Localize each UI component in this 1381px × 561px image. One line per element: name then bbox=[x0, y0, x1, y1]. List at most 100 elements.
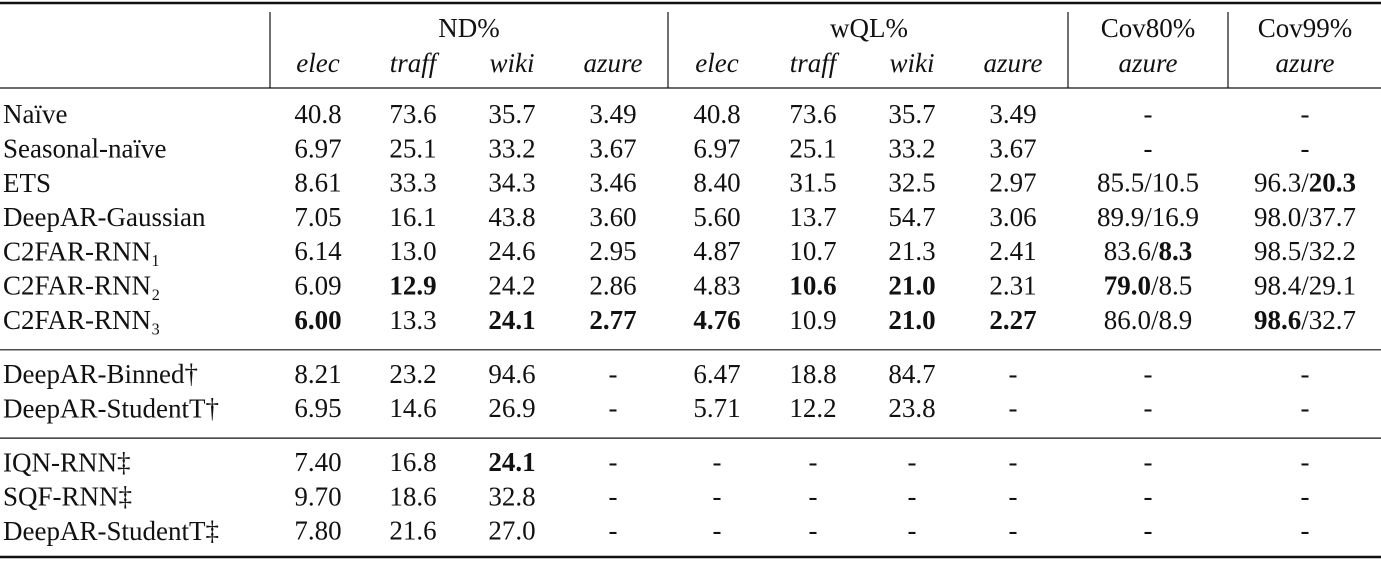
column-header: traff bbox=[390, 48, 440, 78]
value: 23.8 bbox=[888, 393, 935, 423]
cell: 84.7 bbox=[888, 359, 935, 389]
cell: 14.6 bbox=[389, 393, 436, 423]
cell: - bbox=[1301, 516, 1310, 546]
value: 6.47 bbox=[693, 359, 740, 389]
value: 2.97 bbox=[989, 168, 1036, 198]
group-header: wQL% bbox=[830, 13, 908, 43]
bold-value: 21.0 bbox=[888, 305, 935, 335]
cell: - bbox=[1009, 393, 1018, 423]
cell: 3.67 bbox=[589, 134, 636, 164]
cell: 3.67 bbox=[989, 134, 1036, 164]
cell: 43.8 bbox=[488, 202, 535, 232]
cell: 10.7 bbox=[789, 236, 836, 266]
value: 43.8 bbox=[488, 202, 535, 232]
cell: 4.76 bbox=[693, 305, 740, 335]
value: 98.0/37.7 bbox=[1254, 202, 1356, 232]
row-label: C2FAR-RNN₁ bbox=[3, 236, 160, 266]
value: 6.14 bbox=[294, 236, 342, 266]
cell: - bbox=[908, 482, 917, 512]
cell: 6.97 bbox=[693, 134, 740, 164]
cell: 12.2 bbox=[789, 393, 836, 423]
cell: 6.97 bbox=[294, 134, 341, 164]
value: 89.9/16.9 bbox=[1097, 202, 1199, 232]
cell: - bbox=[713, 482, 722, 512]
cell: 10.6 bbox=[789, 271, 836, 301]
cell: 2.41 bbox=[989, 236, 1036, 266]
cell: 18.8 bbox=[789, 359, 836, 389]
value: - bbox=[1144, 393, 1153, 423]
value: 31.5 bbox=[789, 168, 836, 198]
value: 16.1 bbox=[389, 202, 436, 232]
value: 27.0 bbox=[488, 516, 535, 546]
value: - bbox=[1144, 134, 1153, 164]
cell: 86.0/8.9 bbox=[1104, 305, 1193, 335]
value: 35.7 bbox=[488, 99, 535, 129]
value: 7.40 bbox=[294, 447, 341, 477]
cell: - bbox=[1301, 134, 1310, 164]
value: 21.3 bbox=[888, 236, 935, 266]
value: 94.6 bbox=[488, 359, 535, 389]
cell: 2.77 bbox=[589, 305, 636, 335]
value: - bbox=[1009, 447, 1018, 477]
value: - bbox=[1009, 359, 1018, 389]
value: - bbox=[1301, 134, 1310, 164]
group-header: Cov99% bbox=[1258, 13, 1353, 43]
value: 6.97 bbox=[693, 134, 740, 164]
value: 3.49 bbox=[589, 99, 636, 129]
column-header: azure bbox=[584, 48, 643, 78]
bold-value: 8.3 bbox=[1159, 236, 1193, 266]
cell: 94.6 bbox=[488, 359, 535, 389]
bold-value: 4.76 bbox=[693, 305, 740, 335]
cell: - bbox=[609, 393, 618, 423]
cell: - bbox=[713, 447, 722, 477]
cell: 73.6 bbox=[389, 99, 436, 129]
value: 7.05 bbox=[294, 202, 341, 232]
value: - bbox=[1301, 393, 1310, 423]
value: 6.09 bbox=[294, 271, 341, 301]
value: 16.8 bbox=[389, 447, 436, 477]
value: - bbox=[1301, 99, 1310, 129]
value: 33.2 bbox=[888, 134, 935, 164]
value: 9.70 bbox=[294, 482, 341, 512]
value: 8.61 bbox=[294, 168, 341, 198]
value: 84.7 bbox=[888, 359, 935, 389]
cell: 7.80 bbox=[294, 516, 341, 546]
cell: - bbox=[908, 516, 917, 546]
value: 18.6 bbox=[389, 482, 436, 512]
value: - bbox=[809, 516, 818, 546]
value: 13.0 bbox=[389, 236, 436, 266]
value: 96.3/ bbox=[1254, 168, 1309, 198]
cell: 4.87 bbox=[693, 236, 740, 266]
cell: 3.60 bbox=[589, 202, 636, 232]
value: 8.40 bbox=[693, 168, 740, 198]
cell: 79.0/8.5 bbox=[1104, 271, 1193, 301]
cell: - bbox=[1009, 359, 1018, 389]
cell: 85.5/10.5 bbox=[1097, 168, 1199, 198]
value: - bbox=[713, 516, 722, 546]
cell: 27.0 bbox=[488, 516, 535, 546]
value: - bbox=[713, 447, 722, 477]
value: 7.80 bbox=[294, 516, 341, 546]
cell: 3.49 bbox=[989, 99, 1036, 129]
row-label: DeepAR-StudentT† bbox=[3, 393, 219, 423]
cell: 2.27 bbox=[989, 305, 1036, 335]
value: 10.7 bbox=[789, 236, 836, 266]
value: - bbox=[1144, 482, 1153, 512]
cell: 32.8 bbox=[488, 482, 535, 512]
value: 5.71 bbox=[693, 393, 740, 423]
cell: - bbox=[1009, 516, 1018, 546]
cell: 3.49 bbox=[589, 99, 636, 129]
bold-value: 12.9 bbox=[389, 271, 436, 301]
value: 3.67 bbox=[589, 134, 636, 164]
group-header: ND% bbox=[438, 13, 500, 43]
value: 25.1 bbox=[389, 134, 436, 164]
value: - bbox=[908, 447, 917, 477]
cell: 54.7 bbox=[888, 202, 935, 232]
value: 73.6 bbox=[789, 99, 836, 129]
cell: - bbox=[809, 447, 818, 477]
value: 21.6 bbox=[389, 516, 436, 546]
value: 83.6/ bbox=[1104, 236, 1159, 266]
value: - bbox=[1009, 393, 1018, 423]
bold-value: 6.00 bbox=[294, 305, 341, 335]
value: 98.5/32.2 bbox=[1254, 236, 1356, 266]
